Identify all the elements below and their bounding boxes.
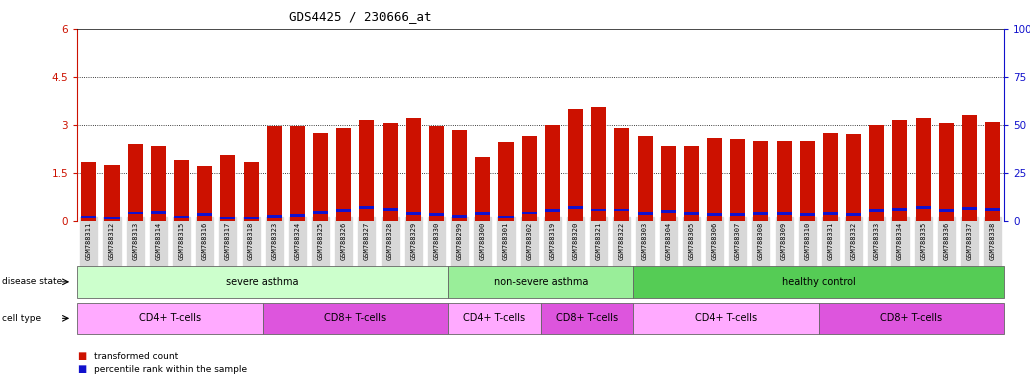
Bar (220, 217, 236, 219)
Bar (846, 134, 861, 221)
Bar (985, 122, 1000, 221)
Bar (243, 162, 259, 221)
Bar (916, 118, 931, 221)
Bar (962, 115, 977, 221)
Bar (938, 209, 954, 212)
Bar (568, 109, 583, 221)
Bar (81, 216, 97, 218)
Bar (545, 209, 560, 212)
Bar (660, 210, 676, 213)
Bar (289, 126, 305, 221)
Bar (104, 165, 119, 221)
Bar (174, 216, 190, 218)
Bar (128, 212, 143, 214)
Bar (846, 214, 861, 216)
Bar (730, 214, 746, 216)
Text: cell type: cell type (2, 314, 41, 323)
Text: non-severe asthma: non-severe asthma (493, 277, 588, 287)
Bar (289, 214, 305, 217)
Bar (359, 206, 375, 209)
Bar (313, 211, 329, 214)
Bar (614, 128, 629, 221)
Bar (684, 212, 699, 215)
Bar (753, 141, 768, 221)
Text: CD8+ T-cells: CD8+ T-cells (881, 313, 942, 323)
Bar (568, 206, 583, 209)
Bar (869, 209, 885, 212)
Bar (660, 146, 676, 221)
Bar (336, 128, 351, 221)
Bar (174, 160, 190, 221)
Text: disease state: disease state (2, 277, 62, 286)
Bar (197, 166, 212, 221)
Bar (823, 212, 838, 215)
Text: ■: ■ (77, 364, 87, 374)
Text: CD4+ T-cells: CD4+ T-cells (464, 313, 525, 323)
Bar (475, 212, 490, 215)
Bar (962, 207, 977, 210)
Bar (428, 126, 444, 221)
Bar (638, 136, 653, 221)
Bar (799, 141, 815, 221)
Bar (638, 212, 653, 215)
Text: CD8+ T-cells: CD8+ T-cells (556, 313, 618, 323)
Text: healthy control: healthy control (782, 277, 856, 287)
Text: CD8+ T-cells: CD8+ T-cells (324, 313, 386, 323)
Bar (684, 146, 699, 221)
Bar (267, 215, 282, 218)
Bar (499, 216, 514, 218)
Bar (475, 157, 490, 221)
Text: CD4+ T-cells: CD4+ T-cells (139, 313, 201, 323)
Bar (892, 208, 907, 210)
Bar (707, 137, 722, 221)
Bar (336, 209, 351, 212)
Text: GDS4425 / 230666_at: GDS4425 / 230666_at (289, 10, 432, 23)
Bar (892, 120, 907, 221)
Text: CD4+ T-cells: CD4+ T-cells (695, 313, 757, 323)
Bar (128, 144, 143, 221)
Text: severe asthma: severe asthma (227, 277, 299, 287)
Bar (985, 208, 1000, 210)
Bar (753, 212, 768, 215)
Bar (823, 133, 838, 221)
Bar (777, 141, 792, 221)
Text: transformed count: transformed count (94, 352, 178, 361)
Bar (730, 139, 746, 221)
Bar (406, 118, 421, 221)
Bar (220, 155, 236, 221)
Bar (521, 136, 537, 221)
Bar (614, 209, 629, 211)
Text: percentile rank within the sample: percentile rank within the sample (94, 365, 247, 374)
Bar (243, 217, 259, 219)
Bar (799, 214, 815, 216)
Bar (916, 206, 931, 209)
Bar (197, 214, 212, 216)
Bar (150, 211, 166, 214)
Bar (591, 209, 607, 211)
Bar (777, 212, 792, 215)
Bar (382, 123, 398, 221)
Bar (81, 162, 97, 221)
Bar (707, 214, 722, 216)
Text: ■: ■ (77, 351, 87, 361)
Bar (521, 212, 537, 214)
Bar (452, 130, 468, 221)
Bar (359, 120, 375, 221)
Bar (869, 125, 885, 221)
Bar (452, 215, 468, 218)
Bar (382, 208, 398, 210)
Bar (428, 214, 444, 216)
Bar (545, 125, 560, 221)
Bar (267, 126, 282, 221)
Bar (499, 142, 514, 221)
Bar (406, 212, 421, 215)
Bar (104, 217, 119, 219)
Bar (591, 107, 607, 221)
Bar (313, 133, 329, 221)
Bar (150, 146, 166, 221)
Bar (938, 123, 954, 221)
